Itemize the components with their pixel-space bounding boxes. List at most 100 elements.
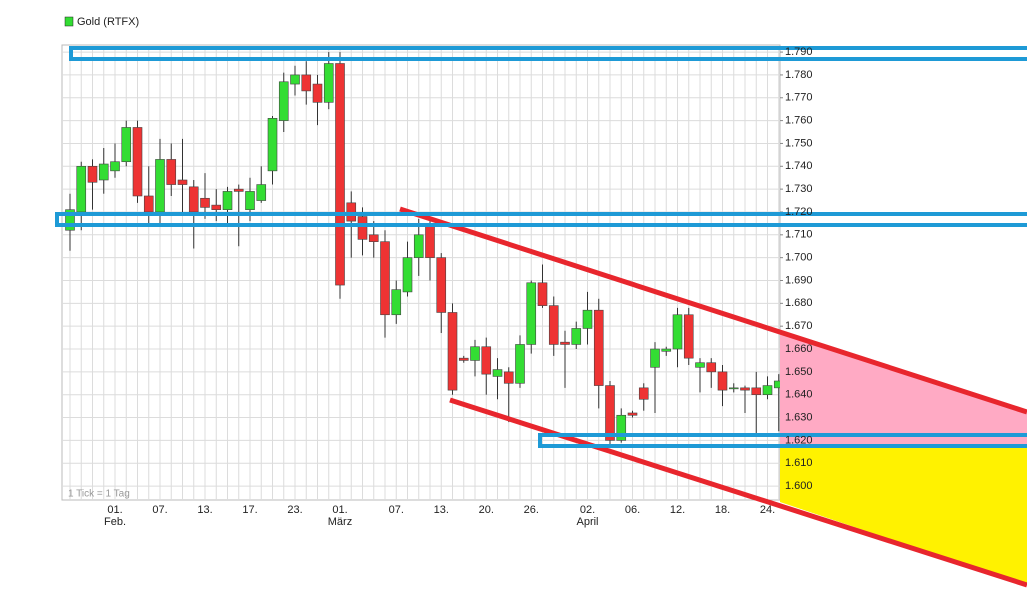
y-tick-label: 1.740 bbox=[785, 160, 813, 172]
y-tick-label: 1.760 bbox=[785, 115, 813, 127]
note: 1 Tick = 1 Tag bbox=[68, 489, 130, 500]
candle-body bbox=[616, 414, 627, 441]
month-label: Feb. bbox=[104, 516, 126, 528]
y-tick-label: 1.670 bbox=[785, 320, 813, 332]
candle-body bbox=[278, 81, 289, 121]
candle-body bbox=[402, 257, 413, 293]
legend-label: Gold (RTFX) bbox=[77, 16, 139, 28]
candle-body bbox=[222, 191, 233, 210]
pink-zone bbox=[780, 333, 1027, 448]
y-tick-label: 1.660 bbox=[785, 343, 813, 355]
trend-line bbox=[449, 397, 1027, 588]
candle-body bbox=[155, 159, 165, 213]
candle-body bbox=[177, 179, 188, 185]
candle-body bbox=[380, 241, 390, 316]
candle-body bbox=[638, 387, 649, 400]
candle-body bbox=[447, 312, 458, 391]
candle-body bbox=[706, 362, 717, 373]
candle-body bbox=[683, 314, 694, 359]
candle-body bbox=[537, 282, 548, 306]
candle-body bbox=[368, 234, 379, 242]
trend-line bbox=[399, 206, 1027, 415]
y-tick-label: 1.700 bbox=[785, 252, 813, 264]
plot bbox=[62, 45, 784, 500]
candle-body bbox=[413, 234, 424, 258]
candle-body bbox=[503, 371, 514, 384]
candle-body bbox=[323, 63, 334, 103]
candle-body bbox=[515, 344, 525, 384]
x-tick-label: 07. bbox=[152, 504, 167, 516]
yellow-zone bbox=[780, 448, 1027, 585]
candle-body bbox=[560, 341, 570, 345]
candle-body bbox=[751, 387, 762, 396]
candle-body bbox=[627, 412, 638, 416]
candle-body bbox=[233, 188, 244, 192]
y-tick-label: 1.730 bbox=[785, 183, 813, 195]
y-tick-label: 1.680 bbox=[785, 297, 813, 309]
y-tick-label: 1.620 bbox=[785, 434, 813, 446]
candle-body bbox=[728, 387, 739, 390]
candle-body bbox=[132, 127, 143, 197]
x-tick-label: 17. bbox=[242, 504, 257, 516]
candle-body bbox=[650, 348, 660, 368]
candle-body bbox=[211, 204, 222, 210]
y-tick-label: 1.790 bbox=[785, 46, 813, 58]
x-tick-label: 13. bbox=[197, 504, 212, 516]
y-tick-label: 1.770 bbox=[785, 92, 813, 104]
level-box bbox=[55, 212, 1027, 227]
y-tick-label: 1.720 bbox=[785, 206, 813, 218]
candle-body bbox=[481, 346, 492, 375]
candle-body bbox=[121, 127, 132, 163]
candle-body bbox=[582, 309, 593, 329]
candle-body bbox=[312, 83, 323, 103]
candle-body bbox=[695, 362, 705, 368]
x-tick-label: 01. bbox=[107, 504, 122, 516]
x-tick-label: 18. bbox=[715, 504, 730, 516]
candle-body bbox=[391, 289, 402, 316]
candle-body bbox=[143, 195, 154, 213]
x-tick-label: 26. bbox=[524, 504, 539, 516]
candle-body bbox=[87, 165, 98, 183]
y-tick-label: 1.780 bbox=[785, 69, 813, 81]
candle-body bbox=[672, 314, 683, 350]
x-tick-label: 06. bbox=[625, 504, 640, 516]
y-tick-label: 1.710 bbox=[785, 229, 813, 241]
x-tick-label: 01. bbox=[332, 504, 347, 516]
candle-body bbox=[166, 159, 177, 185]
y-tick-label: 1.640 bbox=[785, 389, 813, 401]
legend-swatch bbox=[64, 16, 74, 27]
annotations bbox=[55, 46, 1027, 588]
candle-body bbox=[65, 209, 75, 231]
level-box bbox=[69, 46, 1027, 61]
candle-body bbox=[290, 74, 300, 85]
candle-body bbox=[256, 184, 267, 201]
y-tick-label: 1.610 bbox=[785, 457, 813, 469]
candle-body bbox=[593, 309, 604, 386]
candle-body bbox=[357, 216, 368, 240]
candle-body bbox=[188, 186, 199, 213]
candle-body bbox=[661, 348, 672, 352]
candle-body bbox=[605, 385, 615, 441]
candle-body bbox=[548, 305, 559, 345]
x-tick-label: 20. bbox=[479, 504, 494, 516]
candle-body bbox=[245, 191, 255, 210]
y-tick-label: 1.630 bbox=[785, 411, 813, 423]
candle-body bbox=[526, 282, 537, 345]
candle-body bbox=[346, 202, 357, 222]
candle-body bbox=[717, 371, 728, 391]
candle-body bbox=[436, 257, 447, 313]
month-label: März bbox=[328, 516, 352, 528]
candle-body bbox=[301, 74, 312, 92]
candle-body bbox=[571, 328, 582, 345]
x-tick-label: 07. bbox=[389, 504, 404, 516]
x-tick-label: 24. bbox=[760, 504, 775, 516]
x-tick-label: 23. bbox=[287, 504, 302, 516]
candle-body bbox=[200, 197, 210, 208]
candle-body bbox=[425, 225, 435, 258]
candle-body bbox=[470, 346, 480, 361]
plot-area bbox=[61, 44, 781, 501]
candle-body bbox=[458, 357, 469, 361]
y-tick-label: 1.690 bbox=[785, 274, 813, 286]
x-tick-label: 13. bbox=[434, 504, 449, 516]
